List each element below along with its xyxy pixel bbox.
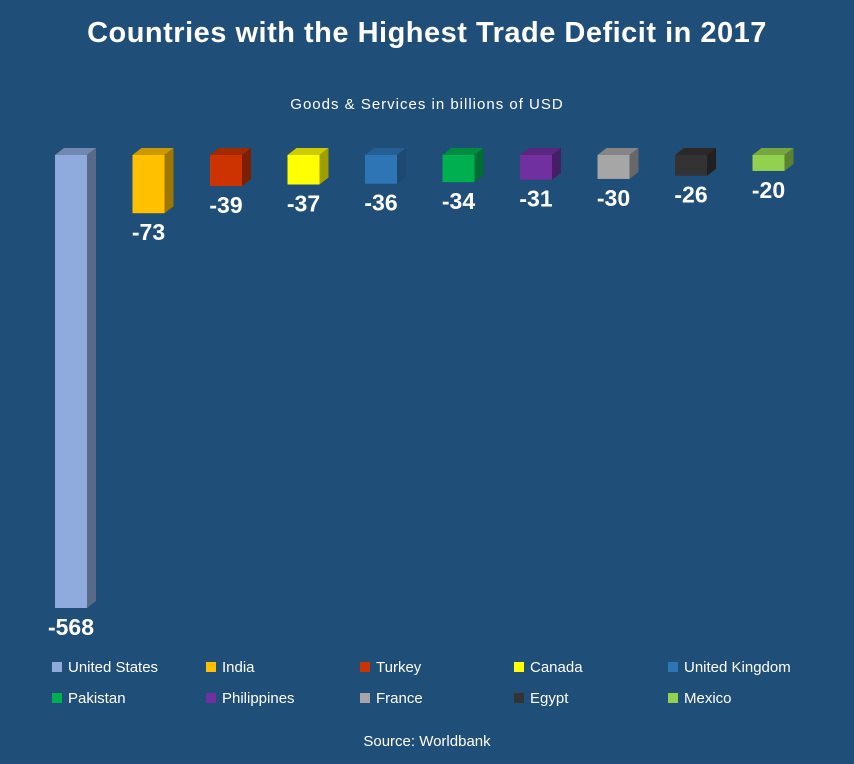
legend-item: United States [52,658,206,676]
bar-side-face [474,148,484,183]
data-label: -31 [519,186,552,212]
bar-top-face [442,148,484,155]
data-label: -37 [287,191,320,217]
bar-united-kingdom [365,148,406,184]
bar-side-face [164,148,174,214]
legend-label: India [222,658,255,676]
legend-label: United States [68,658,159,676]
bar-top-face [752,148,794,155]
chart-title: Countries with the Highest Trade Deficit… [87,17,767,49]
legend-swatch [514,693,524,703]
data-label: -568 [48,614,94,640]
legend-swatch [360,662,370,672]
data-label: -36 [364,190,397,216]
bar-egypt [675,148,716,176]
bar-top-face [287,148,329,155]
bar-top-face [55,148,96,155]
bar-front-face [55,155,87,608]
data-label: -73 [132,219,165,245]
bar-top-face [675,148,716,155]
legend-label: Mexico [684,689,732,707]
bar-india [132,148,174,214]
bar-side-face [87,148,96,608]
bar-top-face [132,148,174,155]
legend-swatch [514,662,524,672]
legend-swatch [52,662,62,672]
data-label: -30 [597,185,630,211]
bar-top-face [365,148,406,155]
legend-item: Pakistan [52,689,206,707]
bar-front-face [675,155,707,176]
legend-item: Turkey [360,658,514,676]
legend-label: Egypt [530,689,569,707]
legend-swatch [360,693,370,703]
bar-side-face [242,148,251,187]
bar-top-face [597,148,639,155]
bar-pakistan [442,148,484,183]
legend-item: Mexico [668,689,842,707]
bar-front-face [132,155,165,214]
data-label: -34 [442,188,475,214]
legend-swatch [668,662,678,672]
legend-label: Canada [530,658,583,676]
bar-side-face [629,148,639,179]
legend-item: Canada [514,658,668,676]
legend-item: France [360,689,514,707]
bar-side-face [397,148,406,184]
legend-item: Egypt [514,689,668,707]
legend-item: United Kingdom [668,658,842,676]
legend-label: Turkey [376,658,422,676]
legend-item: Philippines [206,689,360,707]
legend-swatch [206,693,216,703]
bar-front-face [365,155,397,184]
legend-swatch [52,693,62,703]
legend-label: Pakistan [68,689,126,707]
bar-united-states [55,148,96,608]
legend-swatch [668,693,678,703]
bar-front-face [597,155,630,179]
legend-item: India [206,658,360,676]
bar-canada [287,148,329,185]
bar-side-face [552,148,561,180]
legend: United States India Turkey Canada United Kin… [52,658,842,707]
bar-side-face [707,148,716,176]
bar-front-face [520,155,552,180]
chart-subtitle: Goods & Services in billions of USD [290,96,564,113]
bar-front-face [752,155,785,171]
legend-swatch [206,662,216,672]
bar-side-face [319,148,329,185]
bar-france [597,148,639,179]
bar-philippines [520,148,561,180]
bar-front-face [210,155,242,187]
data-label: -20 [752,177,785,203]
data-label: -26 [674,182,707,208]
legend-label: Philippines [222,689,295,707]
bar-side-face [784,148,794,171]
bar-front-face [287,155,320,185]
bar-top-face [520,148,561,155]
bar-front-face [442,155,475,183]
source-note: Source: Worldbank [363,733,491,750]
legend-label: United Kingdom [684,658,791,676]
bar-turkey [210,148,251,187]
bar-mexico [752,148,794,171]
legend-label: France [376,689,423,707]
bar-top-face [210,148,251,155]
data-label: -39 [209,192,242,218]
